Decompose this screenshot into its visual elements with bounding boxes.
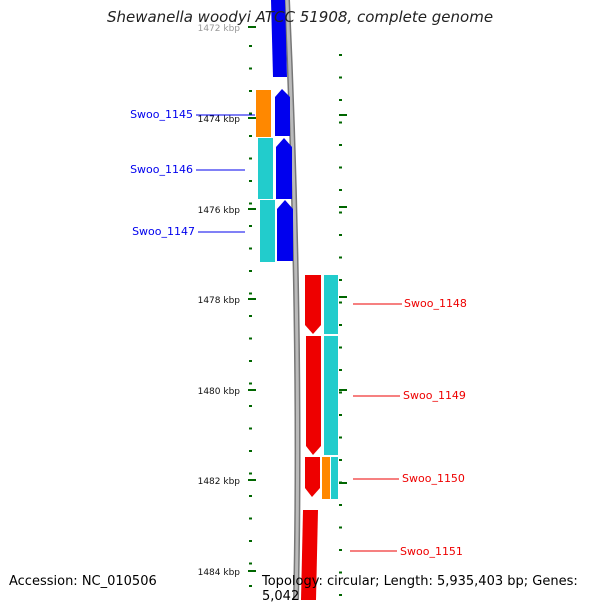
major-tick (339, 206, 347, 208)
minor-tick (339, 436, 342, 439)
major-tick (248, 208, 256, 210)
gene-feature (260, 200, 275, 262)
minor-tick (339, 234, 342, 236)
minor-tick (249, 427, 252, 430)
backbone-highlight (285, 0, 300, 600)
minor-tick (339, 301, 342, 304)
forward-cds-arrow (275, 89, 290, 136)
minor-tick (249, 202, 252, 205)
minor-tick (249, 180, 252, 182)
minor-tick (249, 315, 252, 317)
minor-tick (249, 405, 252, 407)
minor-tick (339, 549, 342, 551)
minor-tick (339, 414, 342, 416)
minor-tick (249, 45, 252, 47)
tick-label: 1480 kbp (198, 387, 241, 397)
minor-tick (249, 90, 252, 92)
tick-label: 1472 kbp (198, 24, 241, 34)
tick-label: 1478 kbp (198, 296, 241, 306)
gene-feature (258, 138, 273, 199)
gene-feature (324, 336, 338, 455)
minor-tick (249, 517, 252, 520)
gene-label: Swoo_1145 (130, 108, 193, 121)
gene-label: Swoo_1150 (402, 472, 465, 485)
minor-tick (339, 369, 342, 371)
forward-cds-arrow (277, 200, 293, 261)
minor-tick (339, 594, 342, 596)
minor-tick (249, 247, 252, 250)
minor-tick (249, 135, 252, 137)
minor-tick (339, 256, 342, 259)
major-tick (339, 296, 347, 298)
minor-tick (339, 324, 342, 326)
minor-tick (249, 382, 252, 385)
minor-tick (249, 450, 252, 452)
minor-tick (249, 495, 252, 497)
minor-tick (249, 67, 252, 70)
minor-tick (339, 571, 342, 574)
minor-tick (249, 112, 252, 115)
map-title: Shewanella woodyi ATCC 51908, complete g… (106, 8, 494, 26)
minor-tick (339, 459, 342, 461)
minor-tick (249, 157, 252, 160)
tick-label: 1482 kbp (198, 477, 241, 487)
gene-label: Swoo_1151 (400, 545, 463, 558)
minor-tick (339, 166, 342, 169)
minor-tick (249, 360, 252, 362)
gene-label: Swoo_1149 (403, 389, 466, 402)
minor-tick (249, 472, 252, 475)
minor-tick (339, 391, 342, 394)
tick-label: 1474 kbp (198, 115, 241, 125)
tick-label: 1484 kbp (198, 568, 241, 578)
major-tick (248, 26, 256, 28)
minor-tick (339, 189, 342, 191)
reverse-cds-arrow (301, 510, 318, 600)
minor-tick (339, 504, 342, 506)
minor-tick (249, 292, 252, 295)
minor-tick (249, 540, 252, 542)
minor-tick (249, 585, 252, 587)
minor-tick (339, 99, 342, 101)
minor-tick (339, 346, 342, 349)
major-tick (339, 482, 347, 484)
gene-label: Swoo_1146 (130, 163, 193, 176)
major-tick (339, 389, 347, 391)
major-tick (248, 479, 256, 481)
reverse-cds-arrow (306, 336, 321, 455)
major-tick (248, 570, 256, 572)
major-tick (248, 298, 256, 300)
minor-tick (339, 211, 342, 214)
gene-label: Swoo_1147 (132, 225, 195, 238)
major-tick (248, 117, 256, 119)
major-tick (339, 114, 347, 116)
minor-tick (339, 76, 342, 79)
minor-tick (249, 337, 252, 340)
reverse-cds-arrow (305, 457, 320, 497)
minor-tick (339, 121, 342, 124)
minor-tick (249, 225, 252, 227)
tick-label: 1476 kbp (198, 206, 241, 216)
gene-feature (256, 90, 271, 137)
gene-feature (322, 457, 330, 499)
accession-label: Accession: NC_010506 (9, 574, 157, 589)
gene-label: Swoo_1148 (404, 297, 467, 310)
minor-tick (249, 562, 252, 565)
minor-tick (339, 279, 342, 281)
forward-cds-arrow (271, 0, 287, 77)
minor-tick (339, 526, 342, 529)
gene-feature (324, 275, 338, 334)
major-tick (248, 389, 256, 391)
minor-tick (339, 54, 342, 56)
forward-cds-arrow (276, 138, 292, 199)
minor-tick (249, 270, 252, 272)
minor-tick (339, 144, 342, 146)
reverse-cds-arrow (305, 275, 321, 334)
gene-feature (331, 457, 338, 499)
